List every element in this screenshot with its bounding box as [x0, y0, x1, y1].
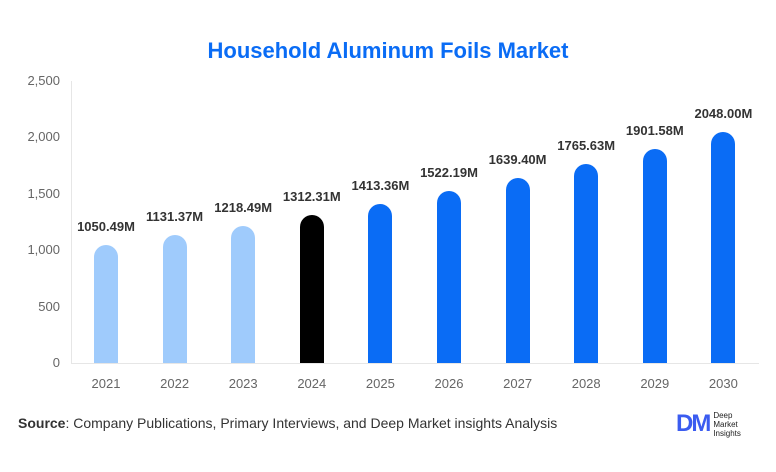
value-label: 1765.63M	[557, 137, 616, 153]
x-axis-line	[71, 363, 759, 364]
source-text: : Company Publications, Primary Intervie…	[65, 415, 558, 431]
value-label: 2048.00M	[694, 105, 753, 121]
bar-2023	[231, 225, 256, 363]
y-tick-label: 2,500	[27, 73, 60, 88]
source-label: Source	[18, 415, 66, 431]
bar-2030	[711, 131, 736, 363]
y-tick-label: 0	[52, 355, 60, 370]
y-tick-label: 2,000	[27, 129, 60, 145]
value-label: 1131.37M	[146, 209, 204, 225]
y-tick-label: 500	[38, 298, 60, 314]
bar-2029	[642, 148, 667, 363]
value-label: 1522.19M	[420, 165, 478, 181]
x-tick-label: 2021	[91, 376, 121, 391]
chart-title: Household Aluminum Foils Market	[207, 38, 569, 63]
x-tick-label: 2025	[365, 376, 395, 391]
bar-2025	[368, 203, 393, 363]
logo-line-2: Market	[713, 419, 738, 429]
brand-logo: DM Deep Market Insights	[676, 410, 741, 438]
value-label: 1901.58M	[625, 122, 684, 138]
x-tick-label: 2022	[160, 376, 190, 391]
logo-line-3: Insights	[713, 428, 741, 438]
x-tick-label: 2028	[571, 376, 601, 391]
x-tick-label: 2027	[503, 376, 533, 391]
bar-2021	[94, 244, 118, 363]
value-label: 1050.49M	[77, 218, 135, 234]
x-tick-label: 2026	[434, 376, 464, 391]
y-tick-label: 1,500	[27, 185, 60, 201]
y-axis-line	[71, 81, 72, 364]
x-tick-label: 2030	[708, 376, 738, 391]
value-label: 1639.40M	[488, 152, 547, 168]
logo-text: Deep Market Insights	[713, 411, 741, 438]
bar-2028	[574, 163, 599, 363]
value-label: 1218.49M	[214, 199, 273, 215]
source-note: Source: Company Publications, Primary In…	[18, 415, 557, 431]
bar-2024	[299, 214, 324, 363]
bar-2027	[505, 178, 530, 363]
y-tick-label: 1,000	[27, 242, 60, 258]
x-tick-label: 2029	[640, 376, 670, 391]
x-tick-label: 2024	[297, 376, 327, 391]
value-label: 1312.31M	[282, 188, 341, 204]
bar-2022	[162, 235, 187, 363]
logo-line-1: Deep	[713, 410, 733, 420]
value-label: 1413.36M	[351, 177, 410, 193]
x-tick-label: 2023	[228, 376, 258, 391]
logo-mark-icon: DM	[676, 410, 711, 437]
bar-2026	[437, 191, 461, 363]
